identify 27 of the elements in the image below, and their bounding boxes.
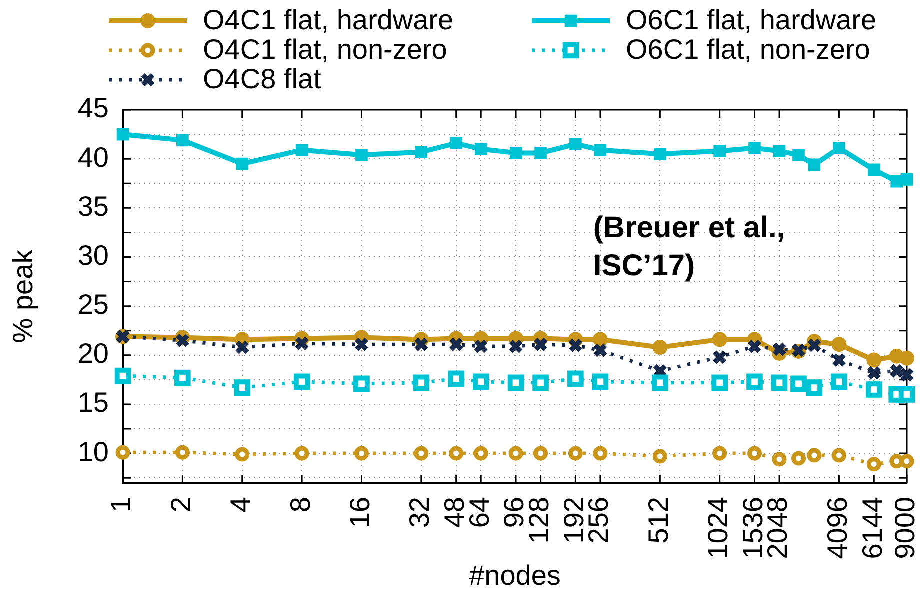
y-tick-label: 40 (78, 142, 109, 173)
x-tick-label: 4 (225, 497, 256, 513)
legend-label: O4C8 flat (203, 64, 322, 95)
legend-label: O6C1 flat, hardware (626, 4, 877, 36)
x-tick-label: 1 (106, 497, 137, 513)
x-tick-label: 32 (404, 497, 436, 528)
legend-label: O4C1 flat, hardware (203, 4, 454, 36)
legend-label: O4C1 flat, non-zero (203, 34, 448, 66)
legend-label: O6C1 flat, non-zero (626, 34, 870, 66)
y-axis-title: % peak (8, 248, 39, 344)
y-tick-label: 45 (78, 92, 109, 124)
x-tick-label: 512 (642, 497, 674, 544)
x-axis-title: #nodes (469, 560, 561, 591)
x-tick-label: 1024 (702, 497, 734, 560)
x-tick-label: 8 (284, 497, 316, 513)
x-tick-label: 6144 (856, 497, 888, 560)
y-tick-label: 20 (78, 338, 109, 370)
x-tick-label: 2 (165, 497, 196, 513)
y-tick-label: 25 (78, 289, 109, 320)
y-tick-label: 35 (78, 190, 109, 222)
y-tick-label: 30 (78, 240, 109, 271)
annotation: (Breuer et al., ISC’17) (593, 212, 786, 283)
x-tick-label: 9000 (890, 497, 920, 560)
x-tick-label: 4096 (822, 497, 853, 560)
y-tick-label: 15 (78, 387, 109, 418)
x-tick-label: 16 (344, 497, 376, 528)
y-tick-label: 10 (78, 436, 109, 468)
